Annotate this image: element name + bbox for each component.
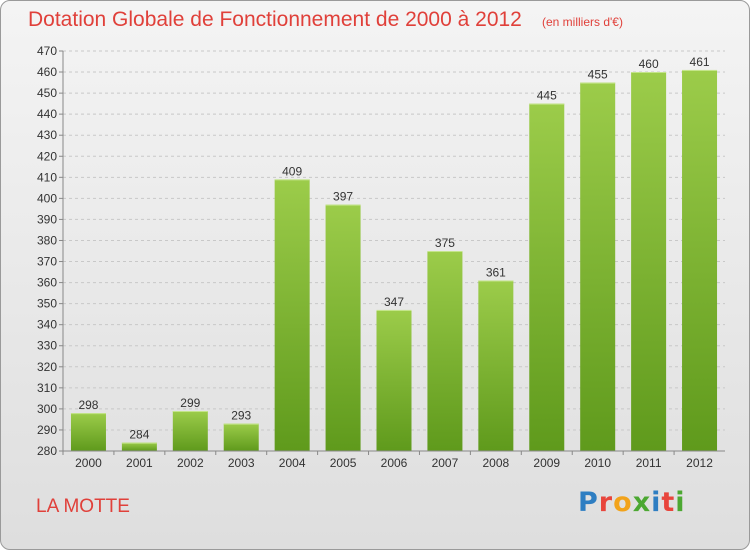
bar-2005 <box>325 204 361 451</box>
data-label-2002: 299 <box>180 396 200 410</box>
data-label-2012: 461 <box>690 55 710 69</box>
x-tick-label-2009: 2009 <box>533 456 560 470</box>
x-tick-label-2010: 2010 <box>584 456 611 470</box>
y-tick-label: 420 <box>37 149 57 163</box>
y-tick-label: 450 <box>37 86 57 100</box>
y-tick-label: 370 <box>37 255 57 269</box>
bars: 298 284 299 293 409 397 347 375 361 445 455 460 461 <box>70 55 718 452</box>
data-label-2000: 298 <box>78 398 98 412</box>
bar-2003 <box>223 423 259 451</box>
bar-2007 <box>427 251 463 451</box>
logo-letter: P <box>578 487 599 518</box>
proxiti-logo[interactable]: Proxiti <box>578 487 686 518</box>
y-tick-label: 320 <box>37 360 57 374</box>
data-label-2009: 445 <box>537 89 557 103</box>
logo-letter: o <box>613 487 633 518</box>
data-label-2005: 397 <box>333 190 353 204</box>
y-tick-label: 330 <box>37 339 57 353</box>
logo-letter: t <box>661 487 676 518</box>
place-name: LA MOTTE <box>36 496 130 517</box>
y-tick-label: 300 <box>37 402 57 416</box>
x-tick-label-2004: 2004 <box>279 456 306 470</box>
y-tick-label: 440 <box>37 107 57 121</box>
x-tick-label-2011: 2011 <box>636 456 662 470</box>
y-tick-label: 430 <box>37 128 57 142</box>
bar-2002 <box>172 411 208 451</box>
bar-2009 <box>529 103 565 451</box>
y-tick-label: 290 <box>37 423 57 437</box>
y-tick-label: 400 <box>37 191 57 205</box>
bar-2012 <box>682 69 718 452</box>
bar-2001 <box>121 442 157 451</box>
x-tick-label-2006: 2006 <box>381 456 408 470</box>
data-label-2011: 460 <box>639 57 659 71</box>
data-label-2010: 455 <box>588 68 608 82</box>
y-tick-label: 460 <box>37 65 57 79</box>
y-tick-label: 380 <box>37 233 57 247</box>
x-tick-label-2012: 2012 <box>686 456 713 470</box>
data-label-2001: 284 <box>129 428 149 442</box>
y-tick-label: 360 <box>37 276 57 290</box>
x-tick-label-2002: 2002 <box>177 456 204 470</box>
bar-2008 <box>478 280 514 451</box>
x-tick-label-2003: 2003 <box>228 456 255 470</box>
logo-letter: i <box>651 487 662 518</box>
logo-letter: x <box>632 487 652 518</box>
x-tick-label-2000: 2000 <box>75 456 102 470</box>
chart-subtitle: (en milliers d'€) <box>542 15 623 29</box>
data-label-2003: 293 <box>231 409 251 423</box>
bar-2004 <box>274 179 310 451</box>
y-tick-label: 390 <box>37 212 57 226</box>
x-tick-label-2008: 2008 <box>482 456 509 470</box>
data-label-2007: 375 <box>435 236 455 250</box>
axes: 280 290 300 310 320 330 340 350 360 370 380 390 400 4… <box>37 44 725 470</box>
y-tick-label: 340 <box>37 318 57 332</box>
x-tick-label-2001: 2001 <box>126 456 153 470</box>
y-tick-label: 280 <box>37 444 57 458</box>
y-tick-label: 350 <box>37 297 57 311</box>
bar-2006 <box>376 309 412 451</box>
y-tick-label: 310 <box>37 381 57 395</box>
data-label-2008: 361 <box>486 265 506 279</box>
data-label-2006: 347 <box>384 295 404 309</box>
chart-title: Dotation Globale de Fonctionnement de 20… <box>28 8 522 31</box>
bar-2000 <box>70 413 106 451</box>
bar-2010 <box>580 82 616 451</box>
y-tick-label: 470 <box>37 44 57 58</box>
data-label-2004: 409 <box>282 164 302 178</box>
logo-letter: r <box>598 487 614 518</box>
logo-letter: i <box>675 487 686 518</box>
y-tick-label: 410 <box>37 170 57 184</box>
bar-2011 <box>631 72 667 451</box>
x-tick-label-2007: 2007 <box>432 456 459 470</box>
x-tick-label-2005: 2005 <box>330 456 357 470</box>
